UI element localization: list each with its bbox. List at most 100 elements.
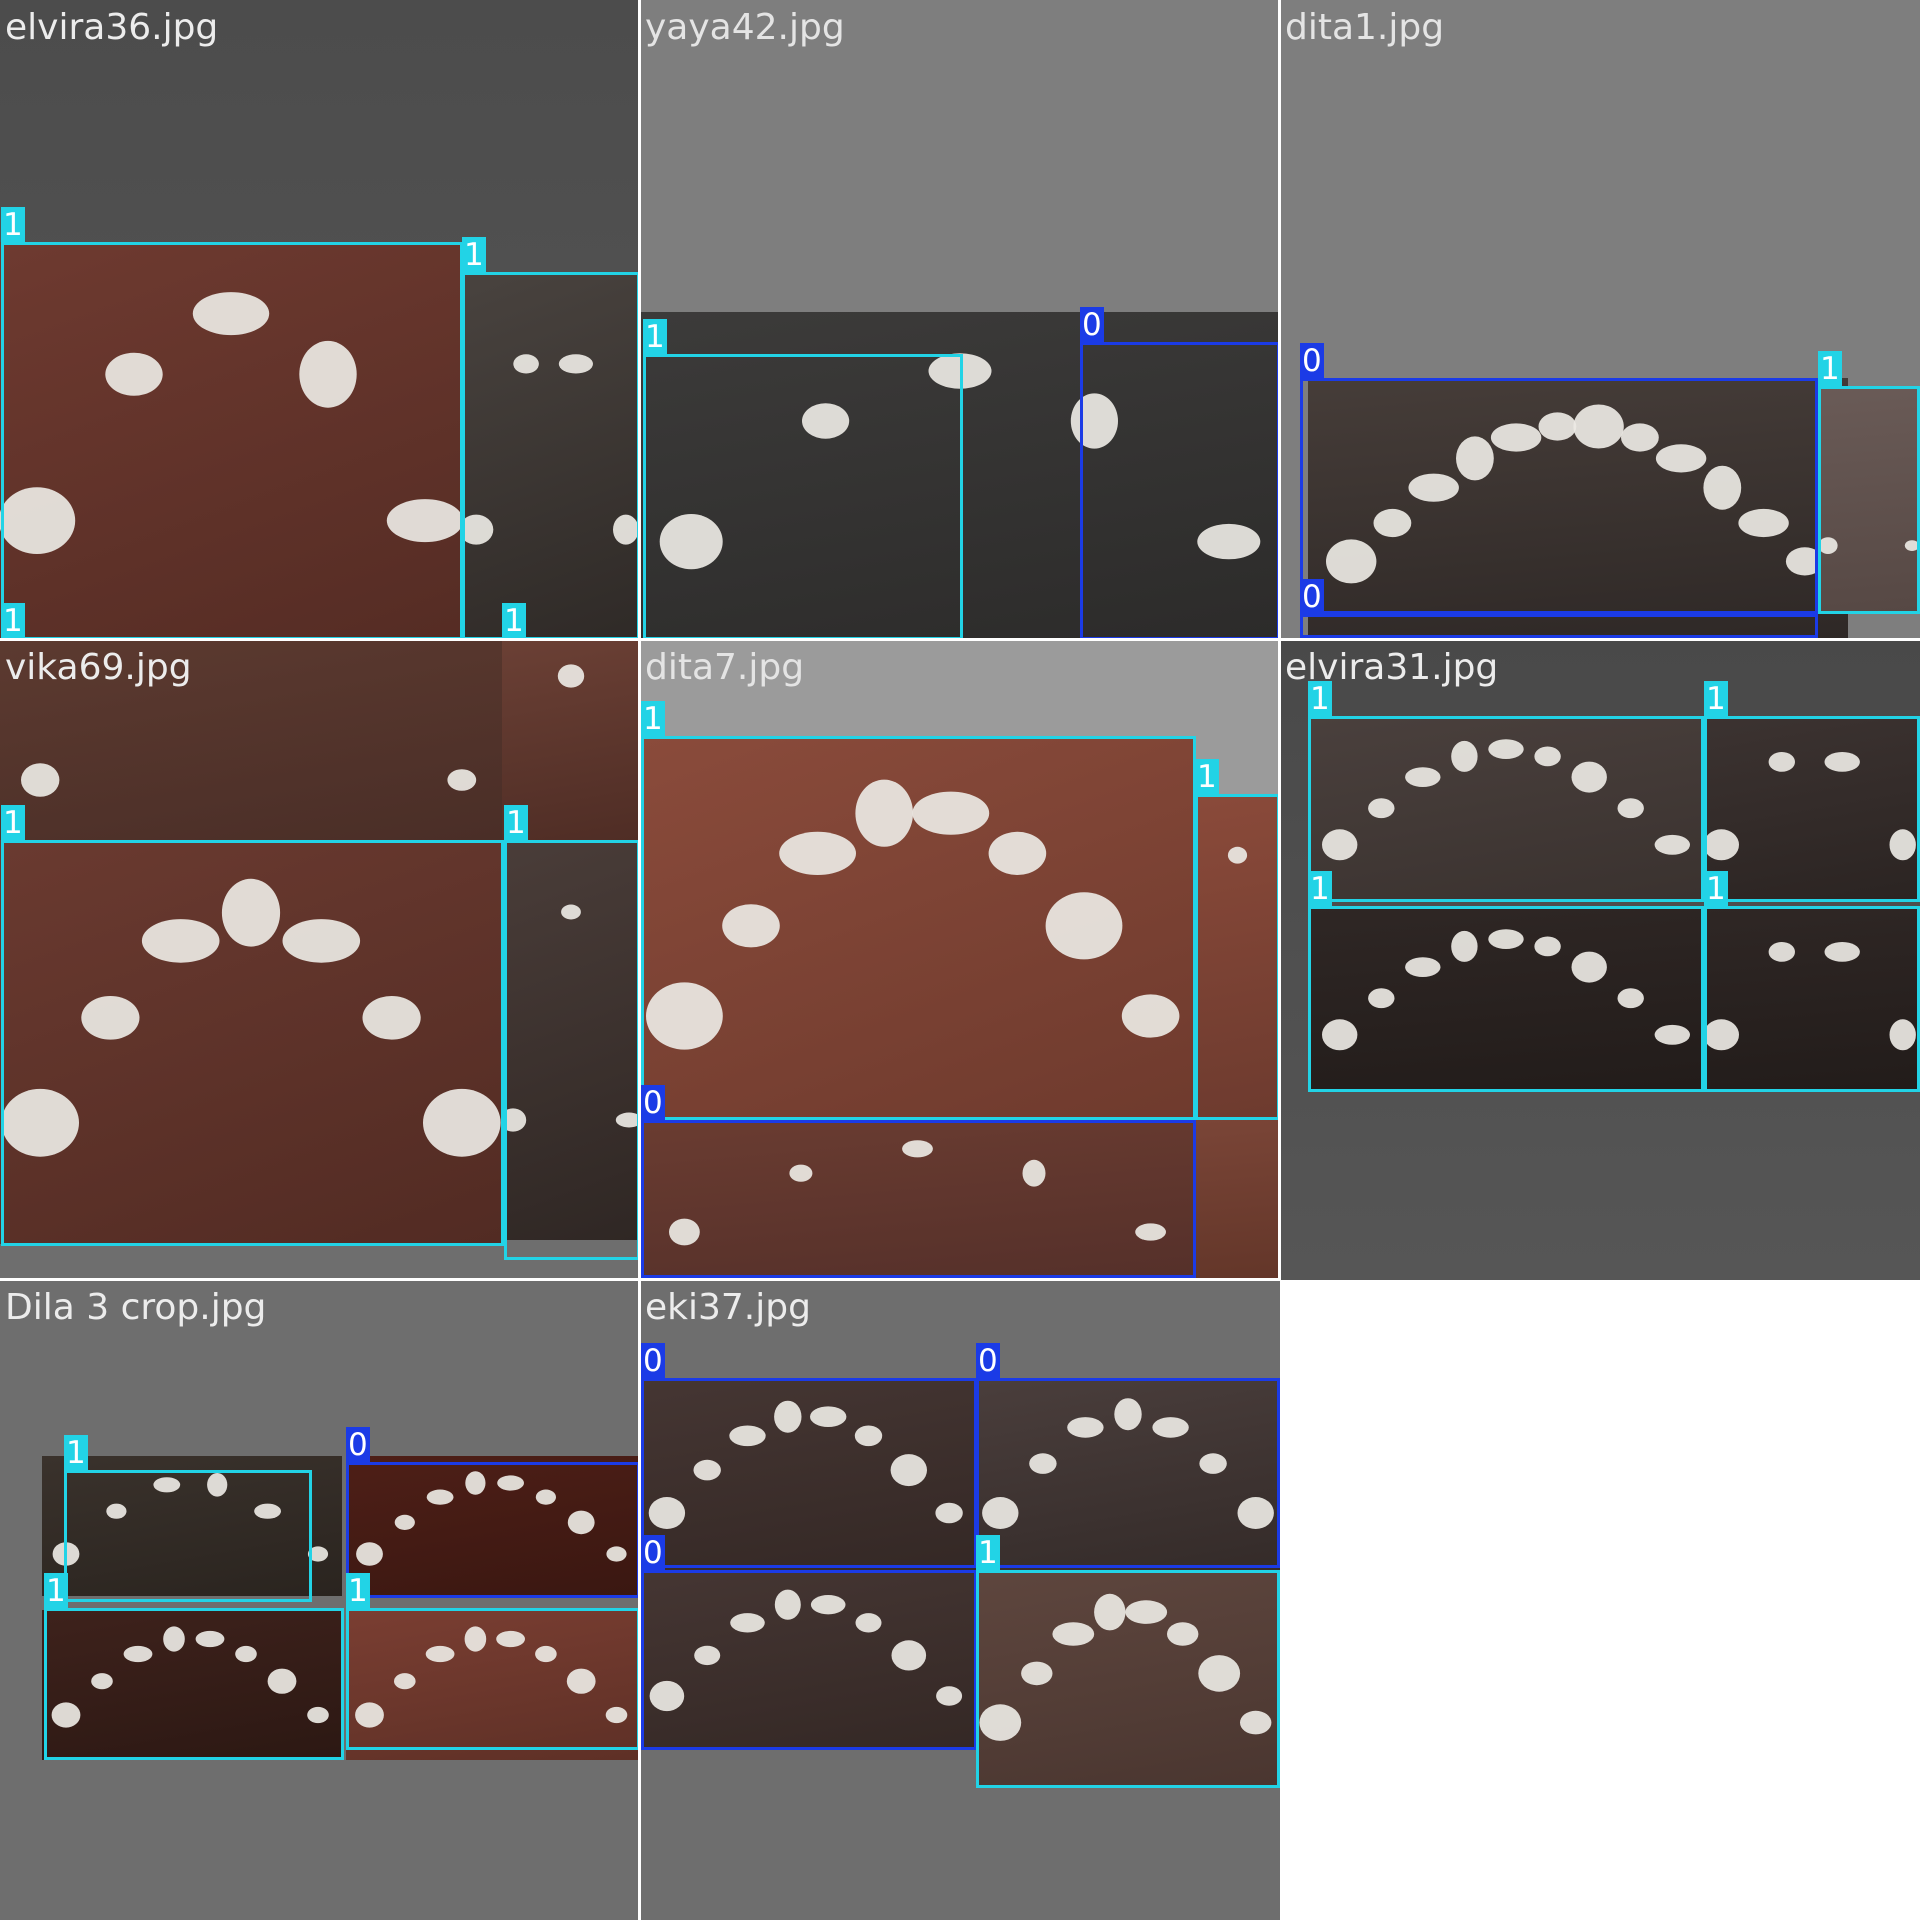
- tooth-spot: [1368, 798, 1395, 819]
- detection-box-class-0: 0: [641, 1085, 1196, 1278]
- detection-box-class-1: 1: [976, 1535, 1280, 1788]
- specimen-photo: [1195, 1120, 1280, 1280]
- specimen-photo: [1704, 906, 1920, 1090]
- tooth-spot: [1227, 846, 1248, 864]
- specimen-texture: [982, 1398, 1274, 1529]
- detection-box-class-0: 0: [1080, 307, 1280, 640]
- class-label-tag: 1: [1, 603, 25, 639]
- detection-box-class-1: 1: [64, 1435, 312, 1602]
- specimen-photo: [640, 736, 1195, 1136]
- class-label-tag: 1: [346, 1573, 370, 1609]
- tooth-spot: [1052, 1622, 1095, 1646]
- tooth-spot: [51, 1702, 81, 1728]
- specimen-texture: [356, 1471, 627, 1566]
- tooth-spot: [195, 1630, 225, 1648]
- tooth-spot: [1322, 829, 1358, 861]
- class-label-tag: 0: [641, 1085, 665, 1121]
- specimen-texture: [502, 904, 640, 1132]
- tooth-spot: [1029, 1453, 1057, 1474]
- specimen-texture: [1704, 752, 1916, 861]
- tooth-spot: [254, 1503, 281, 1519]
- tooth-spot: [1152, 1417, 1189, 1438]
- tooth-spot: [1904, 540, 1920, 551]
- specimen-texture: [355, 1626, 628, 1728]
- specimen-photo: [346, 1610, 640, 1760]
- image-tile: 1 1 0 dita7.jpg: [640, 640, 1280, 1280]
- tooth-spot: [423, 1088, 501, 1157]
- tooth-spot: [694, 1645, 721, 1666]
- detection-box-class-0: 0: [1300, 343, 1818, 614]
- tooth-spot: [1704, 829, 1739, 861]
- image-filename-label: eki37.jpg: [645, 1287, 811, 1328]
- tooth-spot: [207, 1473, 228, 1497]
- tooth-spot: [802, 403, 850, 439]
- tooth-spot: [561, 904, 581, 920]
- tooth-spot: [464, 1626, 487, 1652]
- detection-box-class-1: 1: [1, 207, 463, 640]
- tooth-spot: [1451, 930, 1478, 962]
- specimen-photo: [0, 840, 502, 1244]
- tooth-spot: [722, 904, 780, 948]
- tooth-spot: [462, 514, 494, 545]
- grid-divider: [638, 0, 641, 1920]
- tooth-spot: [810, 1406, 847, 1427]
- tooth-spot: [649, 1680, 685, 1712]
- tooth-spot: [1538, 412, 1577, 441]
- detection-box-class-1: 1: [1308, 681, 1704, 902]
- image-tile: 1 1 1 1 elvira31.jpg: [1280, 640, 1920, 1280]
- detection-box-class-0: 0: [346, 1427, 640, 1598]
- tooth-spot: [979, 1704, 1022, 1741]
- image-tile: 0 0 0 1 eki37.jpg: [640, 1280, 1280, 1920]
- tooth-spot: [855, 1613, 882, 1633]
- tooth-spot: [1820, 537, 1838, 554]
- tooth-spot: [0, 487, 76, 554]
- tooth-spot: [502, 1108, 527, 1132]
- tooth-spot: [774, 1589, 801, 1620]
- tooth-spot: [1067, 1417, 1104, 1438]
- tooth-spot: [1114, 1398, 1142, 1431]
- tooth-spot: [1490, 423, 1542, 452]
- tooth-spot: [447, 769, 477, 791]
- detection-box-class-1: 1: [1818, 351, 1920, 614]
- tooth-spot: [1368, 988, 1395, 1009]
- tooth-spot: [988, 831, 1047, 875]
- tooth-spot: [307, 1546, 329, 1562]
- class-label-tag: 0: [641, 1343, 665, 1379]
- tooth-spot: [105, 352, 163, 396]
- tooth-spot: [356, 1542, 383, 1566]
- tooth-spot: [535, 1645, 557, 1663]
- tooth-spot: [1654, 834, 1690, 855]
- specimen-photo: [346, 1456, 640, 1596]
- tooth-spot: [615, 1112, 640, 1128]
- class-label-tag: 1: [1704, 871, 1728, 907]
- detection-box-class-1: 1: [1308, 871, 1704, 1092]
- tooth-spot: [1451, 740, 1478, 772]
- class-label-tag: 1: [1, 805, 25, 841]
- image-tile: 0 1 0 dita1.jpg: [1280, 0, 1920, 640]
- class-label-tag: 1: [1308, 871, 1332, 907]
- tooth-spot: [394, 1514, 415, 1530]
- class-label-tag: 0: [346, 1427, 370, 1463]
- tooth-spot: [386, 499, 462, 543]
- tooth-spot: [141, 919, 220, 963]
- tooth-spot: [1405, 767, 1441, 787]
- tooth-spot: [1889, 1019, 1916, 1051]
- tooth-spot: [1768, 752, 1795, 772]
- tooth-spot: [566, 1668, 596, 1694]
- specimen-texture: [1820, 537, 1920, 554]
- tooth-spot: [1121, 994, 1180, 1038]
- tooth-spot: [1655, 444, 1707, 473]
- tooth-spot: [1738, 508, 1789, 538]
- tooth-spot: [163, 1626, 185, 1652]
- tooth-spot: [1125, 1600, 1168, 1624]
- tooth-spot: [789, 1164, 813, 1182]
- tooth-spot: [1534, 936, 1561, 957]
- tooth-spot: [1240, 1710, 1272, 1735]
- tooth-spot: [1654, 1024, 1690, 1045]
- tooth-spot: [729, 1425, 766, 1447]
- tooth-spot: [1617, 798, 1644, 819]
- tooth-spot: [153, 1477, 181, 1493]
- class-label-tag: 1: [1308, 681, 1332, 717]
- specimen-texture: [462, 354, 639, 545]
